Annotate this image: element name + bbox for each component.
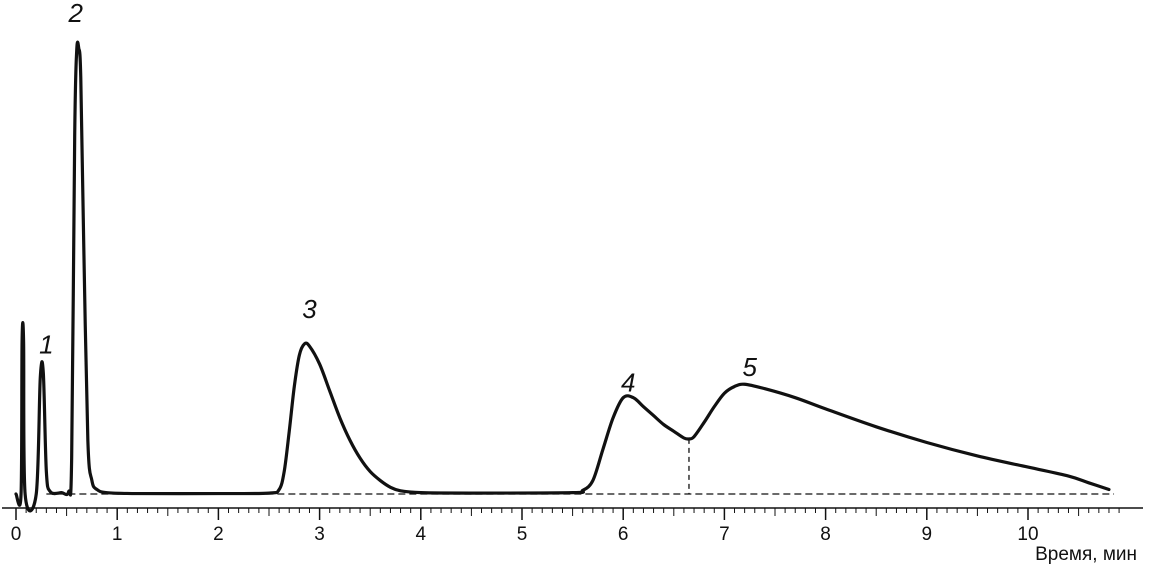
peak-label-2: 2 [67,0,83,28]
x-tick-label: 6 [618,524,629,545]
x-axis: 0 1 2 3 4 5 6 7 8 9 10 [2,507,1143,545]
baseline-layer [46,438,1115,495]
x-tick-label: 4 [416,524,427,545]
x-tick-label: 2 [213,524,224,545]
peak-labels: 1 2 3 4 5 [39,0,757,398]
series-layer [14,40,1111,513]
chromatogram-trace-0 [14,40,1111,513]
x-tick-label: 10 [1017,524,1038,545]
x-tick-label: 0 [11,524,22,545]
x-tick-label: 9 [922,524,933,545]
peak-label-3: 3 [302,294,317,324]
x-tick-label: 1 [112,524,123,545]
x-axis-title: Время, мин [1035,544,1137,565]
x-tick-label: 5 [517,524,528,545]
x-tick-label: 3 [314,524,325,545]
peak-label-5: 5 [742,352,757,382]
peak-label-4: 4 [621,368,635,398]
x-tick-label: 7 [719,524,730,545]
peak-label-1: 1 [39,330,53,360]
x-tick-label: 8 [820,524,831,545]
